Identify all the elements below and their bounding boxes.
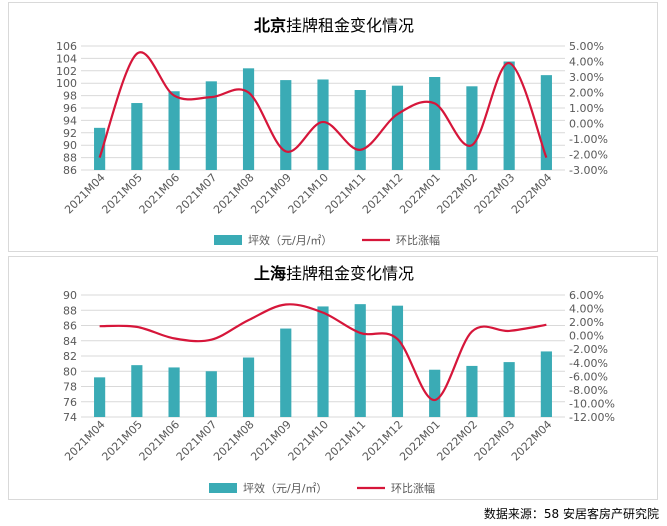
series-line xyxy=(99,303,547,402)
y-right-tick-label: 6.00% xyxy=(569,289,604,302)
bar xyxy=(168,91,180,170)
y-right-tick-label: -1.00% xyxy=(569,133,608,146)
y-left-tick-label: 96 xyxy=(63,102,77,115)
legend-label-bar: 坪效（元/月/㎡） xyxy=(243,481,327,495)
y-left-tick-label: 76 xyxy=(63,396,77,409)
series-line xyxy=(98,51,548,159)
legend-swatch-bar xyxy=(214,235,242,245)
y-right-tick-label: 2.00% xyxy=(569,87,604,100)
beijing-chart-panel: 北京挂牌租金变化情况 86 88 90 92 94 96 98 100 102 104 106 -3.0… xyxy=(8,2,658,252)
legend-swatch-bar xyxy=(209,483,237,493)
bar xyxy=(466,365,478,417)
y-left-tick-label: 104 xyxy=(56,52,77,65)
y-left-tick-label: 88 xyxy=(63,152,77,165)
y-left-tick-label: 90 xyxy=(63,289,77,302)
y-right-tick-label: -6.00% xyxy=(569,370,608,383)
y-left-tick-label: 74 xyxy=(63,411,77,424)
y-right-tick-label: -2.00% xyxy=(569,149,608,162)
bar xyxy=(205,81,217,170)
bar xyxy=(242,357,255,417)
x-tick-label: 2022M04 xyxy=(509,418,555,464)
bar xyxy=(429,369,441,417)
chart-title-bold: 北京 xyxy=(254,16,286,35)
y-right-tick-label: -2.00% xyxy=(569,343,608,356)
y-left-tick-label: 92 xyxy=(63,127,77,140)
y-left-tick-label: 78 xyxy=(63,381,77,394)
chart-title-rest: 挂牌租金变化情况 xyxy=(286,16,414,35)
bar xyxy=(503,362,515,417)
y-right-tick-label: -12.00% xyxy=(569,411,615,424)
y-left-tick-label: 98 xyxy=(63,90,77,103)
chart-title: 上海挂牌租金变化情况 xyxy=(254,264,414,283)
bar xyxy=(205,371,217,417)
y-left-tick-label: 80 xyxy=(63,365,77,378)
bar xyxy=(503,61,515,170)
shanghai-chart-panel: 上海挂牌租金变化情况 74 76 78 80 82 84 86 88 90 -12.00% -10.0… xyxy=(8,256,658,500)
y-left-tick-label: 88 xyxy=(63,304,77,317)
y-left-tick-label: 84 xyxy=(63,335,77,348)
data-source-note: 数据来源：58 安居客房产研究院 xyxy=(483,507,659,521)
y-right-tick-label: 4.00% xyxy=(569,303,604,316)
chart-title-bold: 上海 xyxy=(254,264,286,283)
bar xyxy=(540,75,552,170)
y-right-tick-label: -4.00% xyxy=(569,357,608,370)
y-right-tick-label: 4.00% xyxy=(569,56,604,69)
y-left-tick-label: 86 xyxy=(63,320,77,333)
y-left-tick-label: 90 xyxy=(63,139,77,152)
bar xyxy=(94,127,106,170)
bar xyxy=(131,103,143,170)
bar xyxy=(168,367,180,417)
bar xyxy=(280,80,292,170)
bar xyxy=(354,304,366,417)
chart-title-rest: 挂牌租金变化情况 xyxy=(286,264,414,283)
y-right-tick-label: 0.00% xyxy=(569,118,604,131)
y-left-tick-label: 102 xyxy=(56,65,77,78)
bar xyxy=(94,377,106,417)
bar xyxy=(391,305,404,417)
y-right-tick-label: 0.00% xyxy=(569,330,604,343)
legend-label-line: 环比涨幅 xyxy=(396,234,440,247)
legend-label-line: 环比涨幅 xyxy=(391,482,435,495)
bar xyxy=(391,85,404,170)
x-tick-label: 2022M04 xyxy=(509,171,555,217)
bar xyxy=(540,351,552,417)
bar xyxy=(466,86,478,170)
bar xyxy=(354,90,366,170)
bar xyxy=(280,328,292,417)
y-right-tick-label: -3.00% xyxy=(569,164,608,177)
chart-title: 北京挂牌租金变化情况 xyxy=(254,16,414,35)
y-left-tick-label: 106 xyxy=(56,40,77,53)
bar xyxy=(242,68,255,170)
y-right-tick-label: 2.00% xyxy=(569,316,604,329)
legend-label-bar: 坪效（元/月/㎡） xyxy=(248,233,332,247)
bar xyxy=(317,306,329,417)
shanghai-chart: 上海挂牌租金变化情况 74 76 78 80 82 84 86 88 90 -12.00%-10.0… xyxy=(62,264,615,495)
y-right-tick-label: -10.00% xyxy=(569,397,615,410)
y-right-tick-label: 3.00% xyxy=(569,71,604,84)
y-left-tick-label: 86 xyxy=(63,164,77,177)
bar xyxy=(317,79,329,170)
y-left-tick-label: 82 xyxy=(63,350,77,363)
y-right-tick-label: 1.00% xyxy=(569,102,604,115)
bar xyxy=(131,365,143,417)
y-right-tick-label: 5.00% xyxy=(569,40,604,53)
y-right-tick-label: -8.00% xyxy=(569,384,608,397)
y-left-tick-label: 94 xyxy=(63,114,77,127)
y-left-tick-label: 100 xyxy=(56,77,77,90)
bar xyxy=(429,77,441,170)
